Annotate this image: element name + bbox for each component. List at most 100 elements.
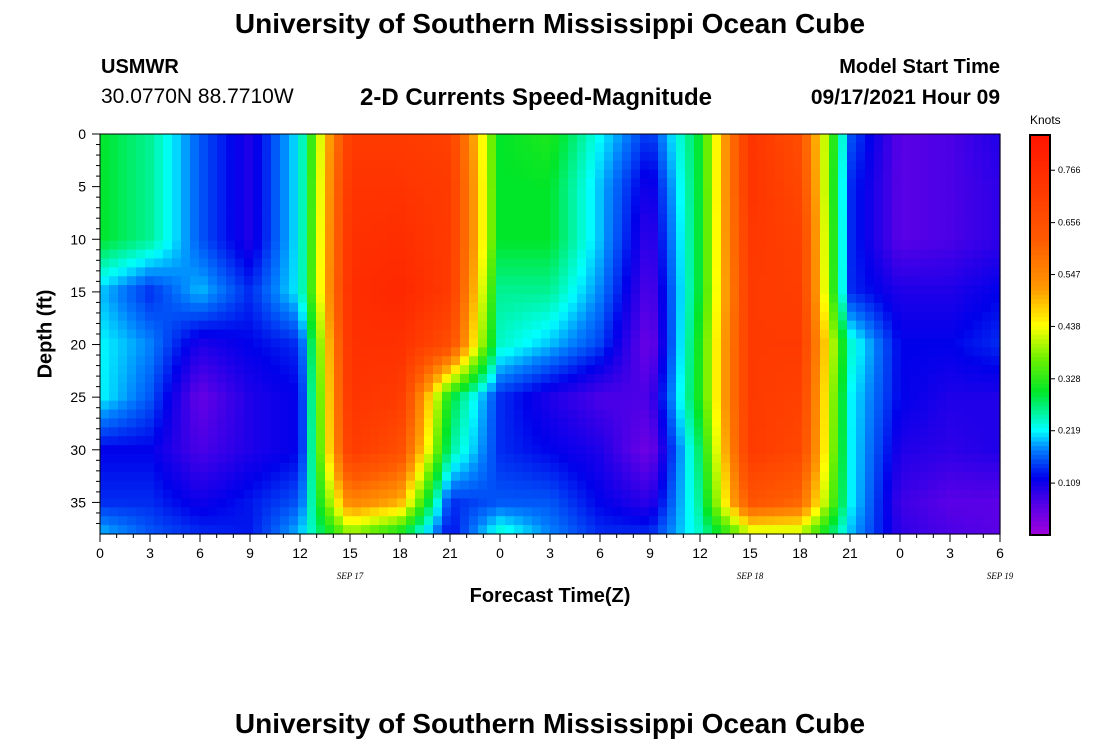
heatmap-cell: [892, 320, 902, 331]
heatmap-cell: [649, 196, 659, 206]
heatmap-cell: [820, 400, 830, 411]
heatmap-cell: [874, 356, 884, 366]
heatmap-cell: [118, 267, 128, 277]
colorbar-segment: [1030, 259, 1050, 265]
heatmap-cell: [937, 151, 947, 162]
heatmap-cell: [541, 320, 551, 331]
heatmap-cell: [982, 391, 992, 402]
heatmap-cell: [631, 320, 641, 331]
heatmap-cell: [991, 222, 1001, 233]
heatmap-cell: [883, 480, 893, 491]
heatmap-cell: [361, 356, 371, 366]
heatmap-cell: [226, 418, 236, 428]
heatmap-cell: [523, 231, 533, 242]
heatmap-cell: [874, 276, 884, 286]
heatmap-cell: [910, 134, 920, 144]
heatmap-cell: [649, 400, 659, 411]
heatmap-cell: [991, 258, 1001, 268]
heatmap-cell: [784, 151, 794, 162]
heatmap-cell: [622, 169, 632, 180]
heatmap-cell: [442, 187, 452, 197]
heatmap-cell: [397, 516, 407, 526]
heatmap-cell: [829, 498, 839, 508]
heatmap-cell: [928, 169, 938, 180]
heatmap-cell: [235, 276, 245, 286]
heatmap-cell: [532, 471, 542, 482]
heatmap-cell: [199, 160, 209, 171]
heatmap-cell: [901, 231, 911, 242]
heatmap-cell: [343, 320, 353, 331]
heatmap-cell: [226, 445, 236, 455]
heatmap-cell: [622, 454, 632, 464]
heatmap-cell: [712, 294, 722, 304]
heatmap-cell: [910, 400, 920, 411]
heatmap-cell: [820, 187, 830, 197]
heatmap-cell: [667, 507, 677, 517]
heatmap-cell: [397, 382, 407, 393]
heatmap-cell: [109, 525, 119, 535]
heatmap-cell: [649, 187, 659, 197]
heatmap-cell: [352, 142, 362, 153]
heatmap-cell: [145, 169, 155, 180]
heatmap-cell: [235, 249, 245, 260]
heatmap-cell: [685, 418, 695, 428]
heatmap-cell: [307, 462, 317, 473]
heatmap-cell: [154, 427, 164, 437]
heatmap-cell: [451, 267, 461, 277]
heatmap-cell: [172, 258, 182, 268]
heatmap-cell: [505, 507, 515, 517]
heatmap-cell: [865, 338, 875, 348]
heatmap-cell: [973, 320, 983, 331]
heatmap-cell: [829, 249, 839, 260]
heatmap-cell: [307, 525, 317, 535]
heatmap-cell: [955, 267, 965, 277]
heatmap-cell: [631, 276, 641, 286]
heatmap-cell: [253, 160, 263, 171]
heatmap-cell: [496, 374, 506, 384]
heatmap-cell: [541, 418, 551, 428]
heatmap-cell: [874, 436, 884, 446]
heatmap-cell: [163, 436, 173, 446]
heatmap-cell: [478, 480, 488, 491]
heatmap-cell: [748, 249, 758, 260]
heatmap-cell: [352, 436, 362, 446]
heatmap-cell: [334, 356, 344, 366]
heatmap-cell: [820, 276, 830, 286]
heatmap-cell: [433, 187, 443, 197]
heatmap-cell: [388, 516, 398, 526]
heatmap-cell: [280, 400, 290, 411]
heatmap-cell: [865, 329, 875, 340]
heatmap-cell: [901, 240, 911, 251]
heatmap-cell: [946, 240, 956, 251]
heatmap-cell: [613, 436, 623, 446]
heatmap-cell: [262, 142, 272, 153]
heatmap-cell: [685, 525, 695, 535]
heatmap-cell: [460, 196, 470, 206]
heatmap-cell: [379, 134, 389, 144]
heatmap-cell: [964, 471, 974, 482]
heatmap-cell: [451, 409, 461, 420]
heatmap-cell: [838, 151, 848, 162]
heatmap-cell: [298, 178, 308, 188]
heatmap-cell: [244, 151, 254, 162]
colorbar-segment: [1030, 179, 1050, 185]
heatmap-cell: [649, 516, 659, 526]
heatmap-cell: [460, 214, 470, 224]
heatmap-cell: [667, 302, 677, 313]
heatmap-cell: [298, 160, 308, 171]
heatmap-cell: [397, 489, 407, 500]
heatmap-cell: [793, 249, 803, 260]
heatmap-cell: [541, 187, 551, 197]
heatmap-cell: [865, 294, 875, 304]
heatmap-cell: [280, 187, 290, 197]
heatmap-cell: [199, 294, 209, 304]
heatmap-cell: [478, 187, 488, 197]
heatmap-cell: [478, 329, 488, 340]
heatmap-cell: [631, 454, 641, 464]
heatmap-cell: [946, 205, 956, 215]
heatmap-cell: [883, 409, 893, 420]
heatmap-cell: [919, 142, 929, 153]
heatmap-cell: [631, 418, 641, 428]
heatmap-cell: [748, 374, 758, 384]
heatmap-cell: [586, 498, 596, 508]
